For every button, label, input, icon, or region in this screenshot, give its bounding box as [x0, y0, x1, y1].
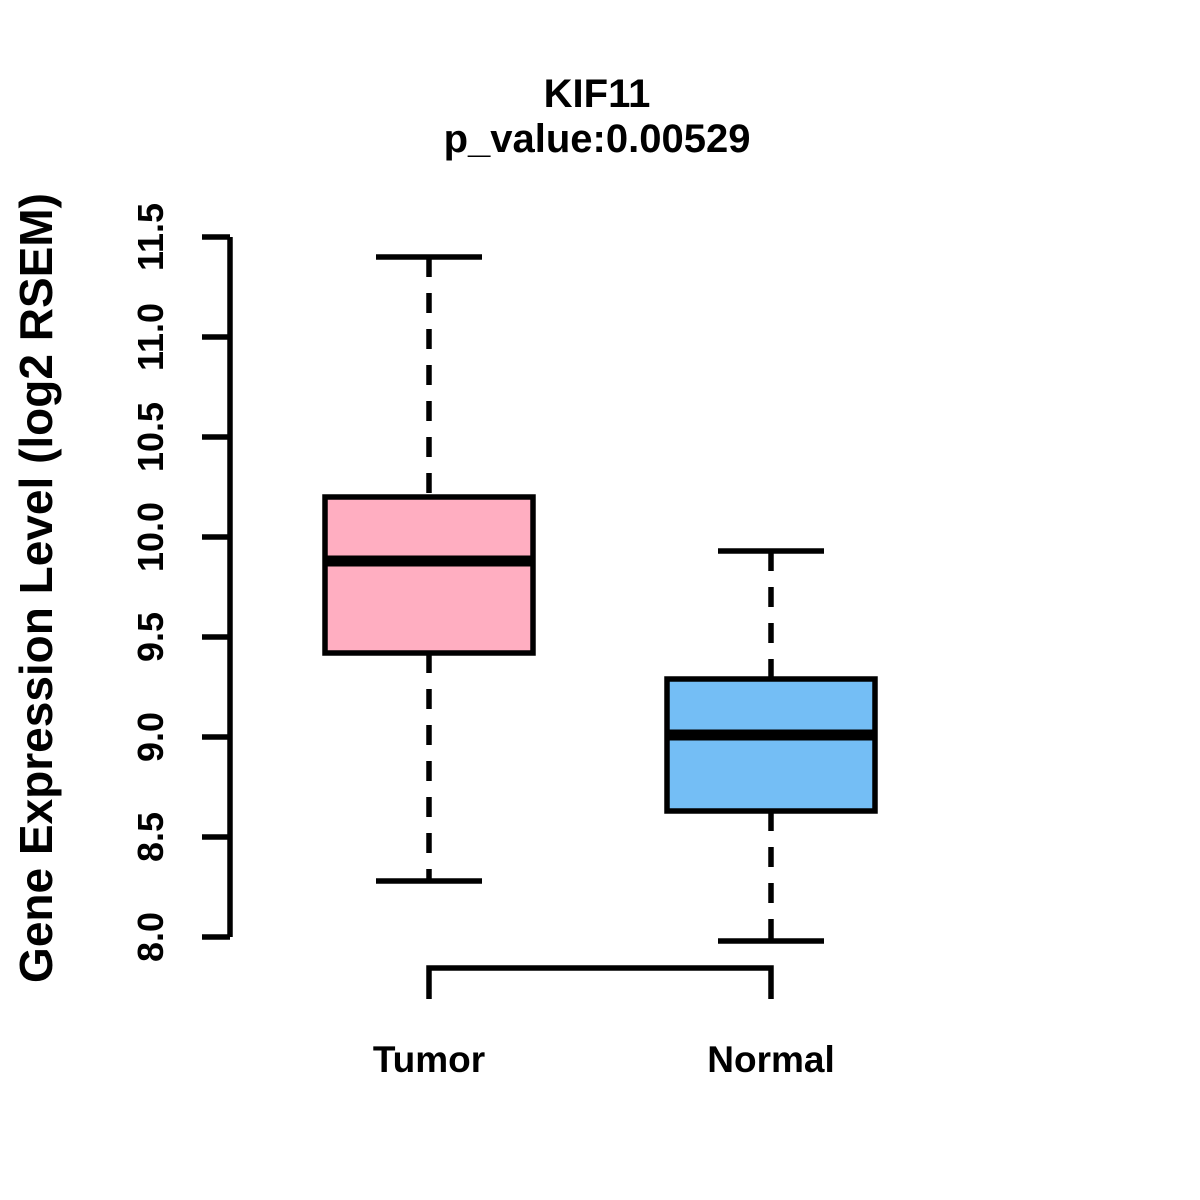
y-tick-label: 9.0: [130, 712, 171, 762]
x-axis: Tumor Normal: [373, 965, 835, 1080]
y-axis: 8.0 8.5 9.0 9.5 10.0 10.5 11.0 11.5: [130, 203, 233, 962]
y-tick-label: 9.5: [130, 612, 171, 662]
x-category-label: Normal: [707, 1039, 834, 1080]
iqr-box-normal: [664, 676, 878, 814]
x-axis-bracket: [426, 965, 774, 999]
y-tick-label: 10.0: [130, 502, 171, 572]
y-tick-label: 8.5: [130, 812, 171, 862]
chart-subtitle: p_value:0.00529: [444, 117, 751, 161]
iqr-box-tumor: [322, 494, 536, 656]
box-series: [322, 254, 878, 944]
x-category-label: Tumor: [373, 1039, 485, 1080]
chart-title: KIF11: [544, 72, 651, 116]
y-tick-label: 10.5: [130, 402, 171, 472]
y-tick-label: 11.0: [130, 303, 171, 371]
y-axis-label: Gene Expression Level (log2 RSEM): [10, 193, 62, 983]
y-tick-label: 11.5: [130, 203, 171, 271]
y-tick-label: 8.0: [130, 912, 171, 962]
